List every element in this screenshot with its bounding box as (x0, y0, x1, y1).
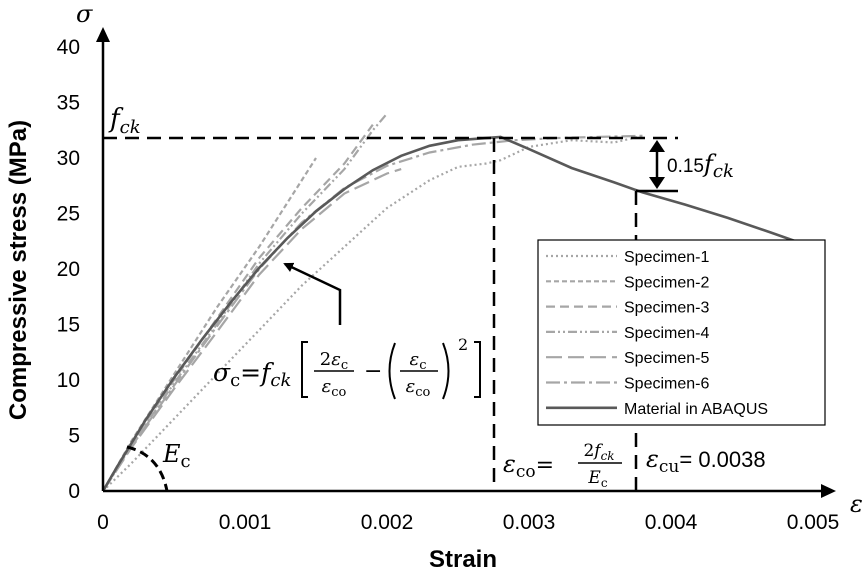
x-tick-labels: 0 0.001 0.002 0.003 0.004 0.005 (97, 511, 839, 534)
x-tick-label: 0.004 (645, 511, 698, 534)
y-axis-title: Compressive stress (MPa) (5, 120, 32, 420)
y-tick-label: 5 (68, 425, 80, 448)
series-line-5 (102, 168, 402, 492)
x-tick-label: 0.003 (503, 511, 556, 534)
legend-label-2: Specimen-2 (624, 274, 709, 291)
y-tick-label: 25 (57, 203, 80, 226)
y-tick-label: 20 (57, 258, 80, 281)
y-axis-arrow (96, 27, 110, 42)
svg-text:2: 2 (458, 335, 468, 354)
svg-text:−: − (364, 359, 382, 384)
y-tick-label: 15 (57, 314, 80, 337)
svg-text:Ec: Ec (587, 468, 607, 490)
series-line-3 (102, 124, 374, 492)
legend-label-6: Specimen-6 (624, 376, 709, 393)
y-tick-label: 30 (57, 147, 80, 170)
svg-text:εco: εco (406, 376, 431, 400)
legend: Specimen-1 Specimen-2 Specimen-3 Specimen-4… (537, 239, 826, 426)
svg-text:2fck: 2fck (583, 441, 614, 463)
series-line-7 (101, 135, 800, 492)
hognestad-equation: σc=fck 2εc εco − εc εco 2 (213, 335, 481, 400)
svg-text:εco: εco (322, 376, 347, 400)
series-line-1 (102, 134, 643, 492)
svg-text:2εc: 2εc (320, 349, 348, 373)
x-tick-label: 0 (97, 511, 109, 534)
legend-label-5: Specimen-5 (624, 350, 709, 367)
ec-arc (126, 445, 169, 492)
legend-label-3: Specimen-3 (624, 300, 709, 317)
x-tick-label: 0.005 (787, 511, 840, 534)
y-tick-label: 10 (57, 369, 80, 392)
svg-text:σc=fck: σc=fck (213, 358, 291, 391)
delta-label: 0.15fck (667, 150, 734, 182)
equation-pointer-arrow (283, 262, 342, 325)
legend-label-1: Specimen-1 (624, 249, 709, 266)
y-tick-label: 35 (57, 92, 80, 115)
svg-text:εco=: εco= (503, 450, 554, 482)
y-axis-symbol: σ (76, 0, 93, 28)
fck-label: fck (108, 104, 141, 138)
delta-arrow-head-bottom (649, 177, 665, 189)
svg-text:εc: εc (410, 349, 427, 373)
strain-co-formula: εco= 2fck Ec (503, 441, 622, 490)
series-line-4 (102, 112, 388, 492)
y-tick-label: 40 (57, 36, 80, 59)
y-tick-labels: 0 5 10 15 20 25 30 35 40 (57, 36, 80, 503)
ec-label: Ec (162, 440, 191, 472)
delta-arrow-head-top (649, 140, 665, 152)
x-axis-arrow (821, 484, 836, 498)
x-axis-symbol: ε (850, 490, 863, 518)
x-tick-label: 0.002 (361, 511, 414, 534)
legend-label-4: Specimen-4 (624, 325, 709, 342)
y-tick-label: 0 (68, 480, 80, 503)
strain-cu-formula: εcu= 0.0038 (646, 445, 766, 477)
x-axis-title: Strain (429, 546, 497, 573)
series-layer (101, 112, 800, 492)
x-tick-label: 0.001 (219, 511, 272, 534)
legend-label-7: Material in ABAQUS (624, 401, 768, 418)
